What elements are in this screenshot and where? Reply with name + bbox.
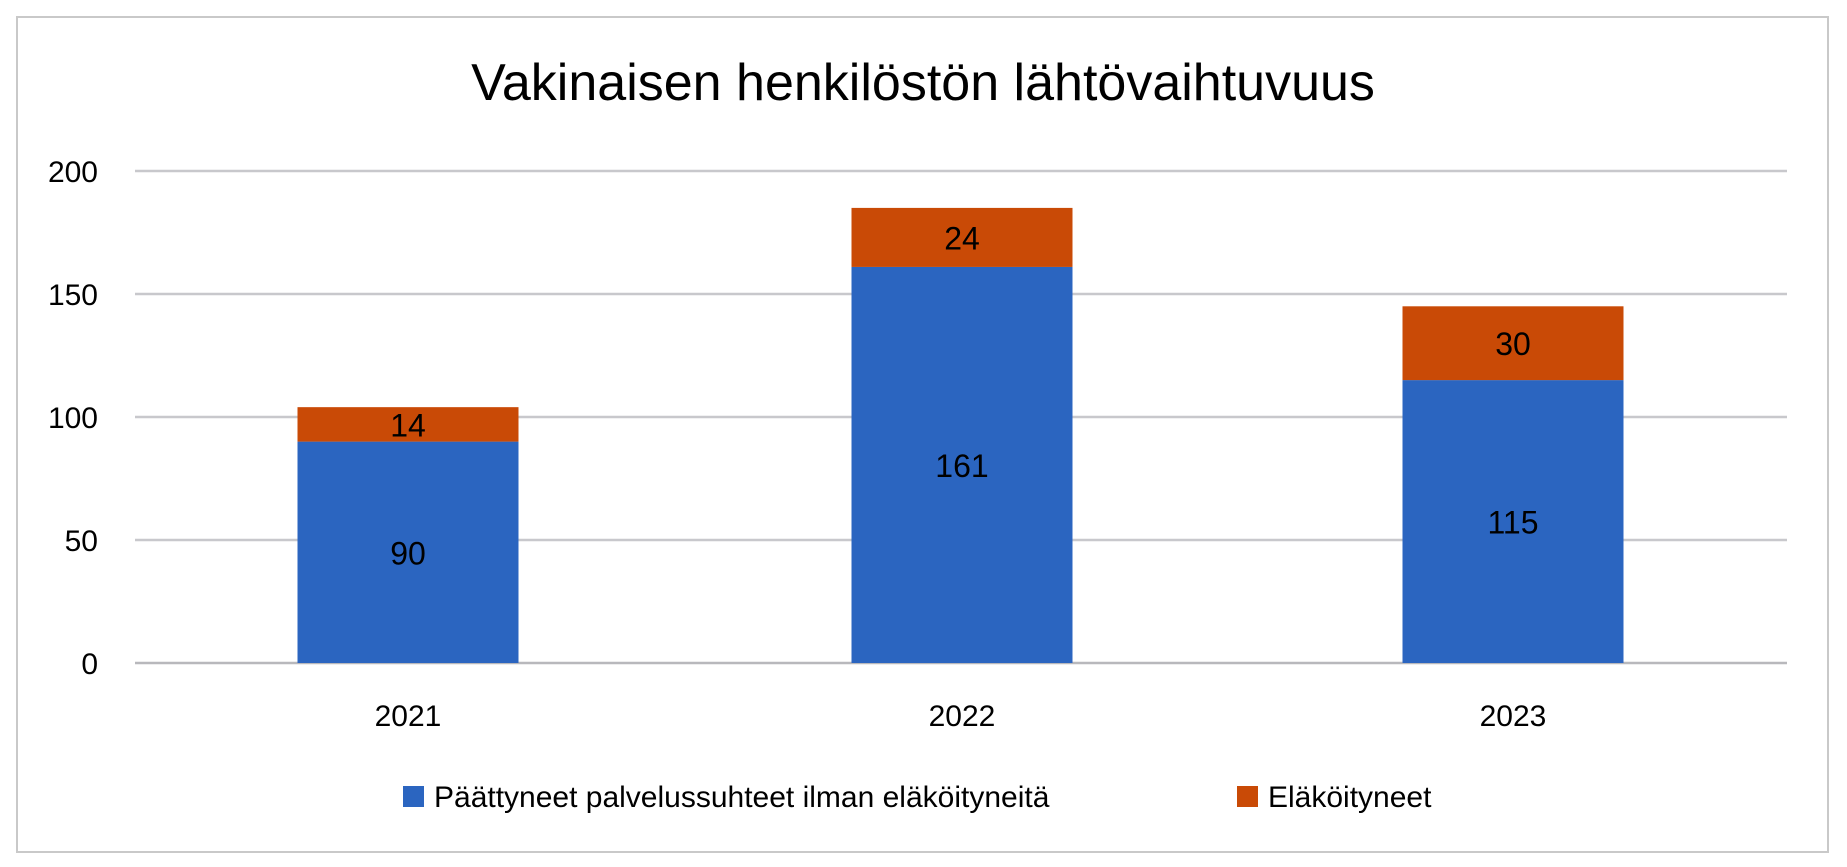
data-label: 90 — [390, 535, 426, 571]
bar-segment-2021-paattyneet — [297, 441, 519, 663]
bar-segment-2021-elakoityneet — [297, 407, 519, 442]
data-label: 161 — [935, 448, 988, 484]
x-axis-ticks: 2021 2022 2023 — [375, 700, 1547, 733]
y-tick-label: 50 — [65, 525, 98, 558]
legend: Päättyneet palvelussuhteet ilman eläköit… — [403, 781, 1432, 814]
bar-segment-2023-elakoityneet — [1402, 306, 1624, 381]
bar-segment-2022-elakoityneet — [851, 207, 1073, 267]
legend-swatch — [403, 786, 424, 807]
data-label: 115 — [1487, 505, 1538, 541]
data-label: 24 — [944, 220, 980, 256]
y-tick-label: 100 — [48, 402, 98, 435]
data-labels: 90 14 161 24 115 30 — [390, 220, 1538, 571]
bar-segment-2022-paattyneet — [851, 266, 1073, 663]
data-label: 30 — [1495, 326, 1531, 362]
chart-title: Vakinaisen henkilöstön lähtövaihtuvuus — [471, 54, 1375, 112]
y-axis-ticks: 0 50 100 150 200 — [48, 156, 98, 681]
x-tick-label: 2022 — [929, 700, 996, 733]
data-label: 14 — [390, 407, 426, 443]
bar-segment-2023-paattyneet — [1402, 380, 1624, 663]
x-tick-label: 2021 — [375, 700, 442, 733]
legend-label: Päättyneet palvelussuhteet ilman eläköit… — [434, 781, 1050, 814]
legend-label: Eläköityneet — [1268, 781, 1432, 814]
y-tick-label: 0 — [81, 648, 98, 681]
x-tick-label: 2023 — [1480, 700, 1547, 733]
y-tick-label: 200 — [48, 156, 98, 189]
y-tick-label: 150 — [48, 279, 98, 312]
legend-swatch — [1237, 786, 1258, 807]
bars — [297, 207, 1624, 663]
